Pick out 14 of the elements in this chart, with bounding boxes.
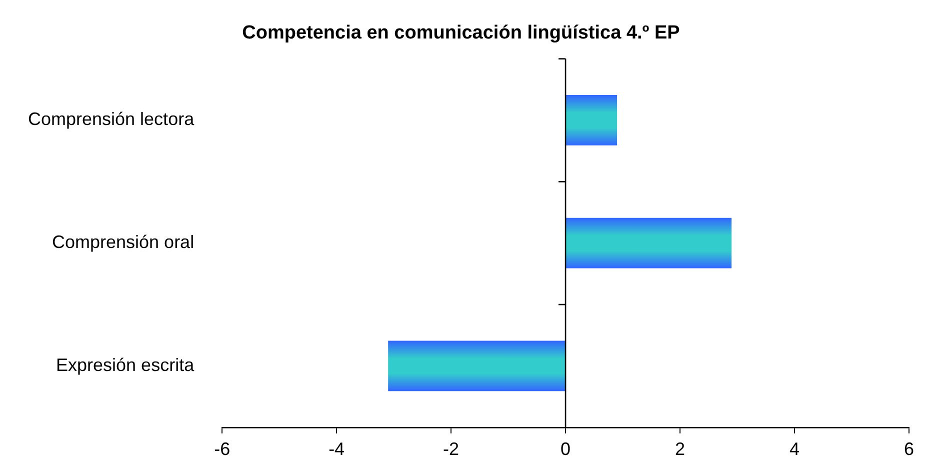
x-tick-label: -6 bbox=[214, 439, 230, 460]
x-tick-label: 4 bbox=[790, 439, 800, 460]
x-tick-label: 2 bbox=[675, 439, 686, 460]
x-tick-label: 6 bbox=[904, 439, 914, 460]
bar bbox=[566, 218, 732, 268]
x-tick-label: -4 bbox=[328, 439, 345, 460]
y-tick-label: Expresión escrita bbox=[56, 354, 196, 375]
x-tick-label: -2 bbox=[443, 439, 460, 460]
bar bbox=[388, 340, 566, 392]
y-tick-label: Comprensión oral bbox=[52, 232, 194, 252]
chart-title: Competencia en comunicación lingüística 4.º EP bbox=[242, 22, 680, 44]
y-tick-label: Comprensión lectora bbox=[28, 109, 196, 130]
x-tick-label: 0 bbox=[560, 439, 571, 460]
bar bbox=[566, 95, 618, 146]
